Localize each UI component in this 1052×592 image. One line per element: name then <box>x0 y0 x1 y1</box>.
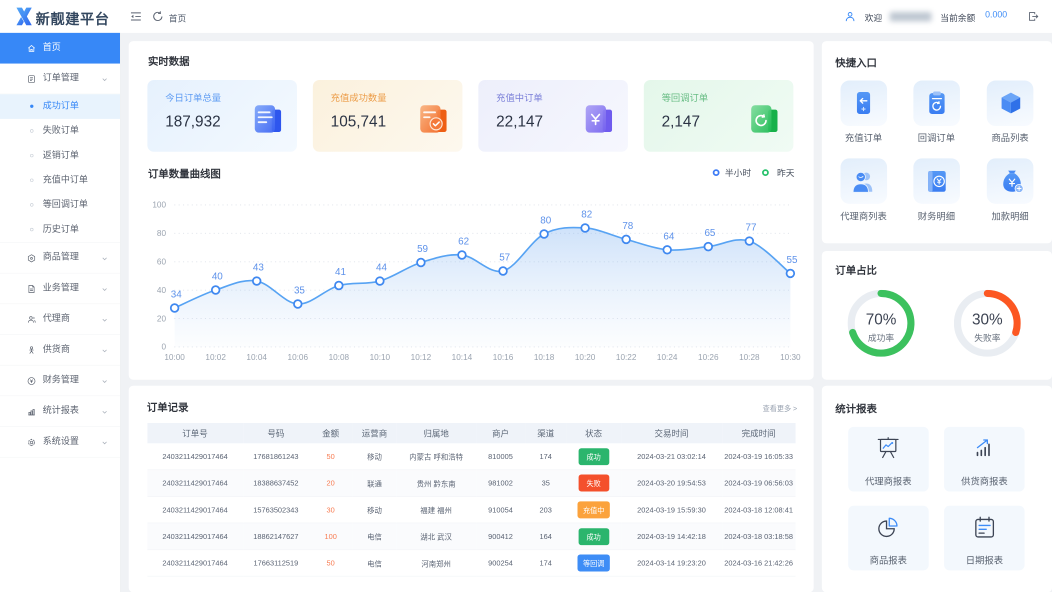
svg-text:70%: 70% <box>865 311 896 328</box>
svg-text:失败率: 失败率 <box>974 332 1000 343</box>
svg-text:10:28: 10:28 <box>739 353 760 362</box>
svg-text:80: 80 <box>540 216 551 227</box>
svg-text:77: 77 <box>745 223 756 234</box>
svg-text:80: 80 <box>157 229 167 238</box>
svg-text:10:30: 10:30 <box>780 353 801 362</box>
svg-text:55: 55 <box>787 255 798 266</box>
svg-text:30%: 30% <box>972 311 1003 328</box>
svg-text:半小时: 半小时 <box>725 167 751 178</box>
svg-text:35: 35 <box>294 286 305 297</box>
svg-text:0: 0 <box>161 343 166 352</box>
svg-text:10:22: 10:22 <box>616 353 637 362</box>
svg-text:10:18: 10:18 <box>534 353 555 362</box>
svg-text:10:02: 10:02 <box>205 353 226 362</box>
svg-text:59: 59 <box>417 244 428 255</box>
svg-text:64: 64 <box>663 231 674 242</box>
svg-text:65: 65 <box>704 228 715 239</box>
svg-text:昨天: 昨天 <box>777 167 795 178</box>
svg-text:41: 41 <box>335 267 346 278</box>
svg-text:82: 82 <box>581 210 592 221</box>
svg-text:10:20: 10:20 <box>575 353 596 362</box>
svg-text:62: 62 <box>458 237 469 248</box>
svg-text:40: 40 <box>157 286 167 295</box>
svg-text:44: 44 <box>376 263 387 274</box>
svg-text:40: 40 <box>212 272 223 283</box>
svg-text:10:12: 10:12 <box>411 353 432 362</box>
svg-text:57: 57 <box>499 253 510 264</box>
svg-text:10:16: 10:16 <box>493 353 514 362</box>
svg-text:20: 20 <box>157 314 167 323</box>
svg-text:10:26: 10:26 <box>698 353 719 362</box>
svg-text:10:06: 10:06 <box>288 353 309 362</box>
svg-text:100: 100 <box>152 201 166 210</box>
svg-text:成功率: 成功率 <box>868 332 894 343</box>
svg-text:10:10: 10:10 <box>370 353 391 362</box>
svg-text:10:14: 10:14 <box>452 353 473 362</box>
svg-text:34: 34 <box>171 290 182 301</box>
svg-text:43: 43 <box>253 263 264 274</box>
svg-text:10:24: 10:24 <box>657 353 678 362</box>
svg-text:10:00: 10:00 <box>164 353 185 362</box>
svg-text:10:04: 10:04 <box>246 353 267 362</box>
svg-text:78: 78 <box>622 221 633 232</box>
svg-text:60: 60 <box>157 258 167 267</box>
svg-text:10:08: 10:08 <box>329 353 350 362</box>
